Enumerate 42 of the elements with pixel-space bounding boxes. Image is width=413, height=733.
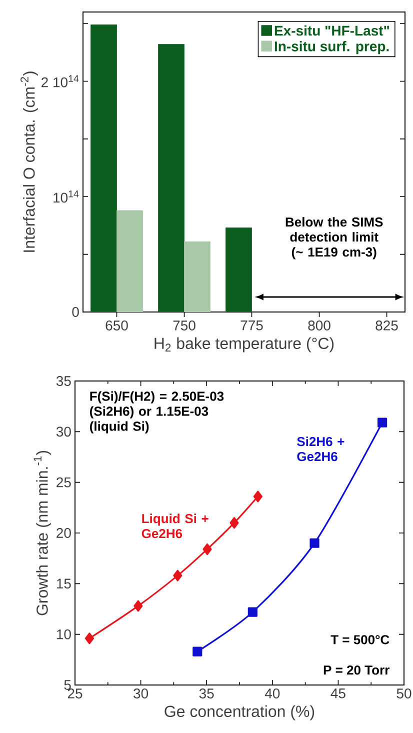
y-tick-label: 0 <box>72 307 79 317</box>
y-tick-label: 20 <box>56 528 71 538</box>
annotation: P = 20 Torr <box>324 665 390 675</box>
series-label: Si2H6 + Ge2H6 <box>297 436 344 462</box>
annotation: F(Si)/F(H2) = 2.50E-03 (Si2H6) or 1.15E-03 (liquid Si) <box>90 391 224 434</box>
x-tick-label: 775 <box>240 320 263 330</box>
x-tick-label: 40 <box>264 688 280 698</box>
point <box>248 607 258 617</box>
y-tick-label: 30 <box>56 426 71 437</box>
y-tick-label: 10 <box>56 629 71 640</box>
x-tick-label: 750 <box>173 320 196 330</box>
point <box>173 570 182 582</box>
x-tick-label: 650 <box>106 320 128 330</box>
annotation: T = 500°C <box>330 635 390 644</box>
x-tick-label: 35 <box>199 688 214 698</box>
y-tick-label: 2 10$^{14}$ <box>42 75 79 88</box>
x-tick-label: 30 <box>134 688 148 698</box>
legend-label: Ex-situ "HF-Last" <box>274 25 390 36</box>
y-axis-title: Interfacial O conta. (cm$^{-2}$) <box>20 72 38 252</box>
point <box>253 490 262 502</box>
point <box>134 600 143 612</box>
x-tick-label: 800 <box>308 320 330 330</box>
x-tick-label: 50 <box>396 688 412 698</box>
y-tick-label: 5 <box>64 680 71 690</box>
point <box>192 646 202 656</box>
x-tick-label: 825 <box>376 320 398 330</box>
y-tick-label: 25 <box>56 477 71 488</box>
y-tick-label: 15 <box>56 578 71 589</box>
x-axis-title: Ge concentration (%) <box>164 705 314 720</box>
point <box>84 632 94 644</box>
x-axis-title: H$_{2}$ bake temperature (°C) <box>154 337 334 352</box>
legend-label: In-situ surf. prep. <box>274 41 389 54</box>
point <box>230 517 239 529</box>
point <box>202 543 212 556</box>
annotation: Below the SIMS detection limit (~ 1E19 cm-3) <box>286 217 383 260</box>
point <box>310 538 320 548</box>
y-axis-title: Growth rate (nm min.$^{-1}$) <box>34 450 52 616</box>
y-tick-label: 10$^{14}$ <box>54 190 79 203</box>
series-label: Liquid Si + Ge2H6 <box>142 514 208 538</box>
point <box>377 418 388 428</box>
y-tick-label: 35 <box>56 376 71 386</box>
x-tick-label: 45 <box>330 688 346 698</box>
